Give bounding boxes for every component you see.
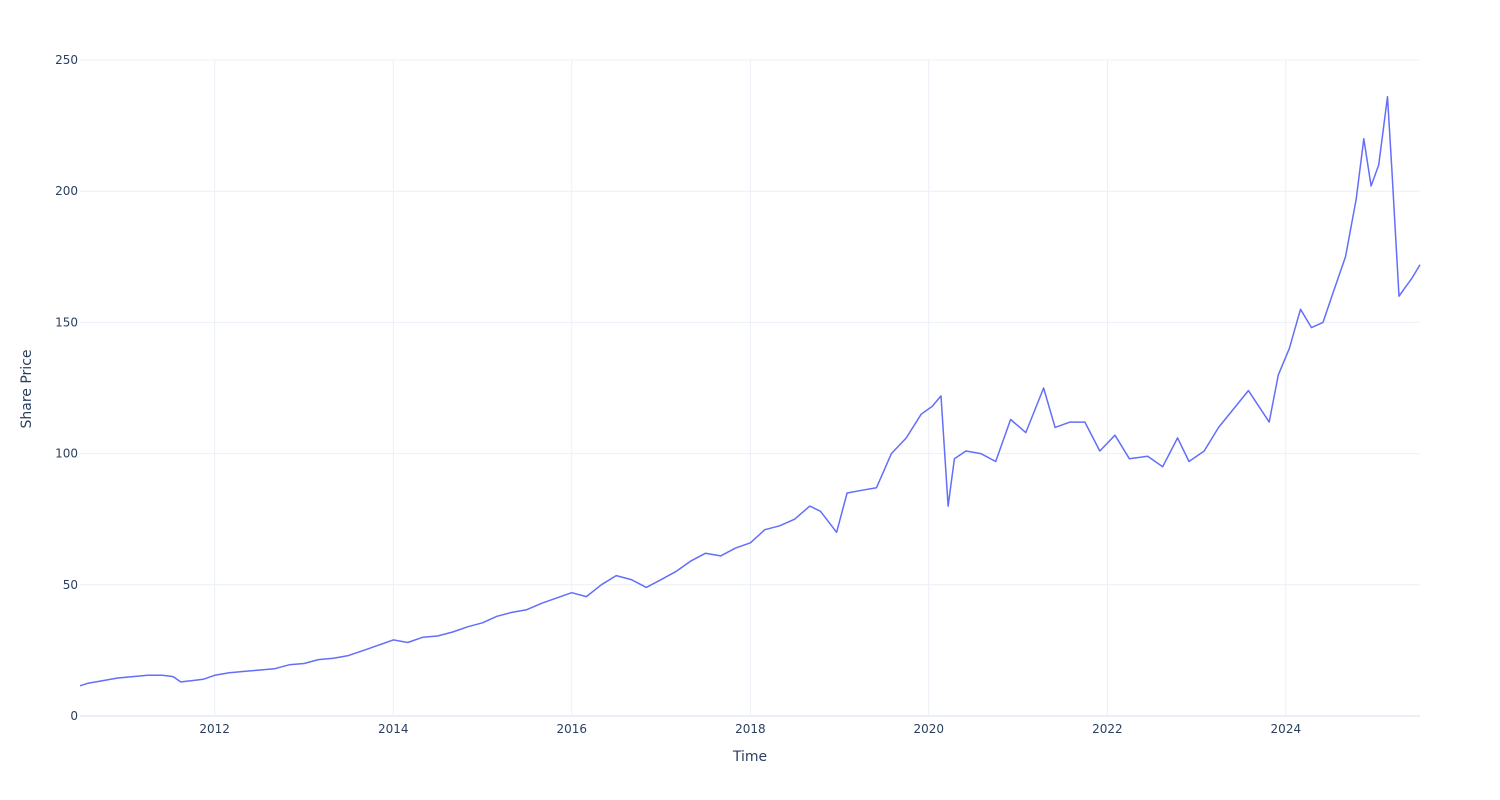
y-axis-title: Share Price	[19, 349, 35, 428]
x-axis-ticks: 2012 2014 2016 2018 2020 2022 2024	[199, 722, 1301, 736]
gridlines	[80, 59, 1420, 717]
y-axis-ticks: 0 50 100 150 200 250	[55, 53, 78, 723]
x-tick-label: 2016	[556, 722, 587, 736]
x-axis-title: Time	[732, 749, 767, 765]
y-tick-label: 150	[55, 315, 78, 329]
x-tick-label: 2012	[199, 722, 230, 736]
x-tick-label: 2014	[378, 722, 409, 736]
plot-area	[79, 95, 1421, 687]
y-tick-label: 200	[55, 184, 78, 198]
x-tick-label: 2018	[735, 722, 766, 736]
x-tick-label: 2024	[1271, 722, 1302, 736]
y-tick-label: 0	[70, 709, 78, 723]
x-tick-label: 2020	[913, 722, 944, 736]
y-tick-label: 50	[63, 578, 78, 592]
y-tick-label: 250	[55, 53, 78, 67]
y-tick-label: 100	[55, 447, 78, 461]
x-tick-label: 2022	[1092, 722, 1123, 736]
series-line-0	[79, 95, 1421, 687]
